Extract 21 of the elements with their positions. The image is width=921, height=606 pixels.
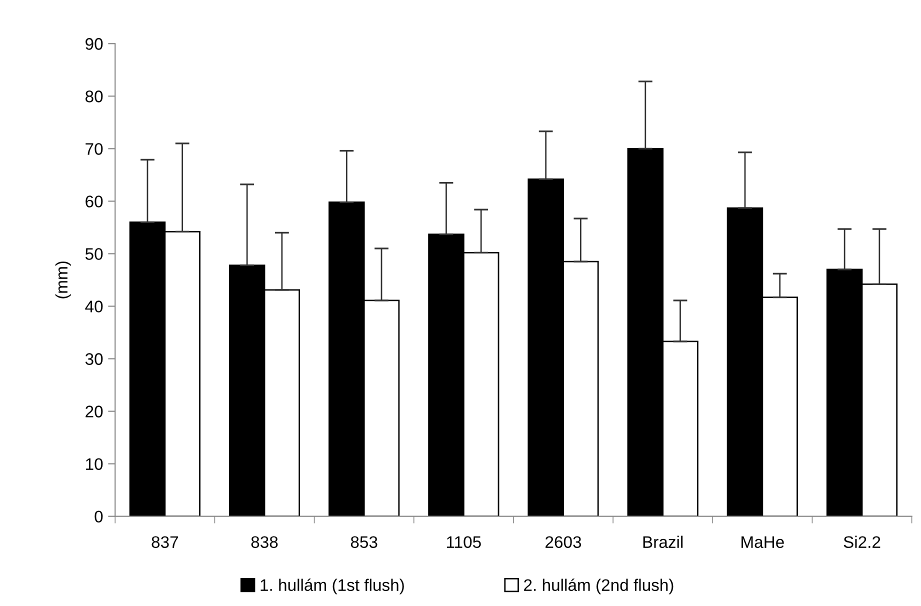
x-tick-label: 853 (350, 536, 378, 548)
x-tick-label: Si2.2 (844, 536, 880, 548)
y-tick-label: 0 (94, 510, 103, 523)
x-tick-label: Brazil (643, 536, 683, 548)
y-tick-label: 40 (85, 300, 103, 312)
y-tick-label: 80 (86, 90, 103, 102)
y-tick-label: 30 (85, 353, 103, 365)
y-tick-label: 20 (86, 406, 103, 418)
x-tick-label: 837 (152, 536, 178, 548)
x-tick-label: 838 (251, 536, 278, 548)
y-tick-label: 90 (86, 38, 103, 50)
y-tick-label: 60 (86, 196, 103, 208)
x-tick-label: 2603 (546, 536, 582, 548)
legend-label: 2. hullám (2nd flush) (524, 578, 674, 594)
x-tick-label: MaHe (742, 536, 784, 548)
y-tick-label: 10 (86, 458, 103, 470)
y-tick-label: 70 (86, 143, 103, 155)
y-axis-title: (mm) (55, 262, 71, 298)
x-tick-label: 1105 (447, 536, 481, 548)
legend-label: 1. hullám (1st flush) (260, 578, 404, 594)
y-tick-label: 50 (85, 248, 103, 260)
